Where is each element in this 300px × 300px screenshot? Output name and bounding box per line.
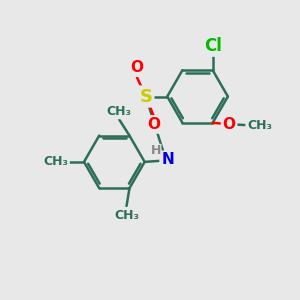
Text: CH₃: CH₃ — [114, 209, 139, 222]
Text: Cl: Cl — [204, 37, 222, 55]
Text: CH₃: CH₃ — [106, 105, 132, 118]
Text: CH₃: CH₃ — [247, 118, 272, 132]
Text: O: O — [130, 60, 143, 75]
Text: H: H — [151, 144, 161, 158]
Text: CH₃: CH₃ — [43, 155, 68, 168]
Text: O: O — [147, 117, 160, 132]
Text: S: S — [139, 88, 152, 106]
Text: N: N — [161, 152, 174, 167]
Text: O: O — [223, 117, 236, 132]
